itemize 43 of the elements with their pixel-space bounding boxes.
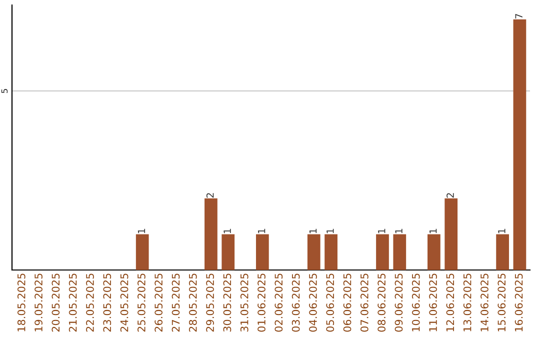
data-label: 1 (498, 228, 506, 234)
x-tick-label: 26.05.2025 (154, 274, 163, 332)
x-tick-label: 11.06.2025 (429, 274, 437, 332)
x-tick-label: 16.06.2025 (514, 274, 523, 332)
data-label: 1 (395, 228, 402, 234)
x-tick-label: 02.06.2025 (274, 274, 283, 332)
x-tick-label: 20.05.2025 (52, 274, 60, 332)
x-tick-label: 22.05.2025 (86, 274, 94, 332)
x-tick-label: 25.05.2025 (138, 274, 146, 332)
x-tick-label: 27.05.2025 (172, 274, 180, 332)
x-tick-label: 08.06.2025 (378, 274, 386, 332)
data-label: 1 (138, 228, 146, 234)
data-label: 1 (258, 228, 266, 234)
data-label: 7 (515, 14, 522, 19)
x-tick-label: 30.05.2025 (223, 274, 232, 332)
x-tick-label: 28.05.2025 (188, 274, 197, 332)
x-tick-label: 15.06.2025 (498, 274, 506, 332)
x-tick-label: 09.06.2025 (394, 274, 403, 332)
x-tick-label: 18.05.2025 (17, 274, 26, 332)
x-tick-label: 21.05.2025 (68, 274, 77, 332)
x-tick-label: 05.06.2025 (326, 274, 334, 332)
data-label: 1 (224, 228, 231, 234)
data-label: 1 (378, 228, 386, 234)
x-tick-label: 12.06.2025 (446, 274, 454, 332)
x-tick-label: 06.06.2025 (343, 274, 352, 332)
x-tick-label: 03.06.2025 (292, 274, 300, 332)
data-label: 2 (206, 193, 214, 198)
x-tick-label: 24.05.2025 (120, 274, 128, 332)
x-tick-label: 04.06.2025 (309, 274, 317, 332)
x-tick-label: 07.06.2025 (360, 274, 368, 332)
x-tick-label: 01.06.2025 (258, 274, 266, 332)
x-tick-label: 19.05.2025 (34, 274, 42, 332)
data-label: 2 (446, 193, 454, 198)
x-tick-label: 31.05.2025 (240, 274, 248, 332)
y-tick-label: 5 (1, 89, 8, 93)
x-tick-label: 23.05.2025 (103, 274, 112, 332)
x-tick-label: 14.06.2025 (480, 274, 488, 332)
data-label: 1 (309, 228, 317, 234)
x-tick-label: 29.05.2025 (206, 274, 214, 332)
data-label: 1 (430, 228, 437, 234)
data-label: 1 (326, 228, 334, 234)
x-tick-label: 13.06.2025 (463, 274, 472, 332)
x-tick-label: 10.06.2025 (412, 274, 420, 332)
